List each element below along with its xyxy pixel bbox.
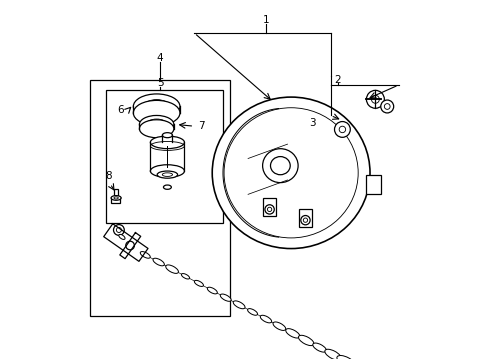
Ellipse shape (153, 258, 164, 266)
Bar (298, 209, 311, 226)
Ellipse shape (162, 133, 172, 138)
Circle shape (125, 241, 134, 250)
Ellipse shape (270, 157, 290, 175)
Text: 8: 8 (105, 171, 111, 181)
Ellipse shape (133, 100, 180, 126)
Ellipse shape (111, 195, 121, 200)
Ellipse shape (119, 234, 125, 239)
Ellipse shape (298, 335, 313, 346)
Ellipse shape (150, 165, 184, 177)
Ellipse shape (163, 185, 171, 189)
Bar (106, 90, 223, 223)
Ellipse shape (133, 94, 180, 119)
Ellipse shape (220, 294, 231, 301)
Circle shape (366, 90, 384, 108)
Circle shape (380, 100, 393, 113)
Ellipse shape (260, 315, 271, 323)
Polygon shape (103, 224, 148, 261)
Ellipse shape (165, 265, 178, 273)
Circle shape (300, 216, 309, 225)
Text: 5: 5 (157, 78, 163, 88)
Ellipse shape (262, 149, 298, 183)
Circle shape (334, 122, 349, 137)
Ellipse shape (139, 120, 174, 138)
Ellipse shape (212, 97, 369, 248)
Ellipse shape (194, 280, 203, 287)
Text: 1: 1 (262, 15, 269, 26)
Ellipse shape (140, 252, 150, 258)
Ellipse shape (285, 329, 299, 338)
Ellipse shape (324, 349, 341, 360)
Bar (366, 175, 380, 194)
Circle shape (264, 205, 274, 214)
Circle shape (113, 225, 124, 235)
Ellipse shape (247, 309, 257, 315)
Ellipse shape (336, 355, 355, 360)
Ellipse shape (150, 136, 184, 149)
Ellipse shape (181, 274, 189, 279)
Polygon shape (120, 233, 141, 258)
Ellipse shape (157, 171, 177, 178)
Bar (90, 80, 230, 316)
Ellipse shape (207, 287, 217, 294)
Ellipse shape (233, 301, 244, 309)
Text: 7: 7 (198, 121, 204, 131)
Ellipse shape (272, 322, 285, 330)
Text: 3: 3 (309, 118, 315, 128)
Text: 4: 4 (157, 53, 163, 63)
Text: 2: 2 (334, 75, 340, 85)
Text: 6: 6 (117, 105, 124, 115)
Bar (113, 189, 118, 198)
Bar (263, 198, 275, 216)
FancyBboxPatch shape (111, 197, 120, 203)
Ellipse shape (139, 116, 174, 134)
Ellipse shape (312, 343, 326, 352)
